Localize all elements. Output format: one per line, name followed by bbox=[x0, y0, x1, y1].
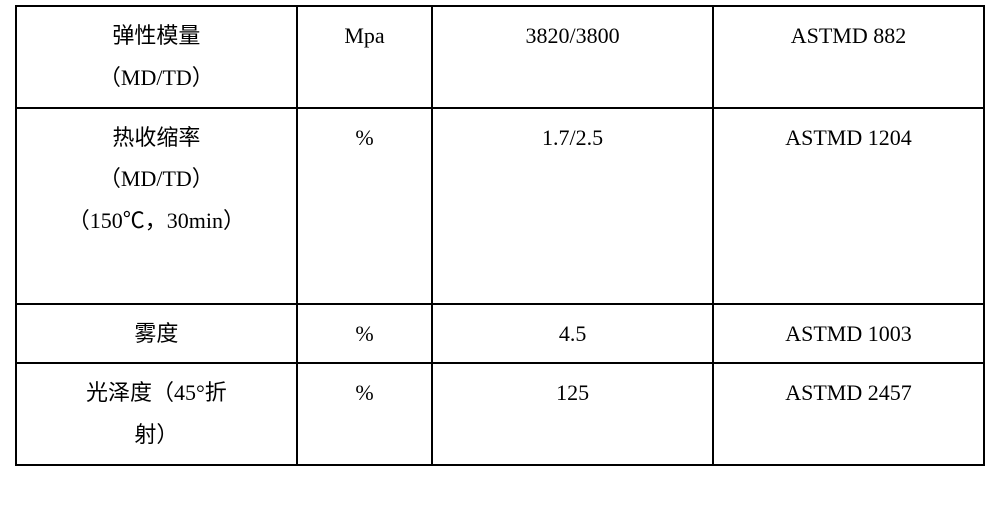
specification-table: 弹性模量 （MD/TD） Mpa 3820/3800 ASTMD 882 热收缩… bbox=[15, 5, 985, 466]
property-line: 热收缩率 bbox=[27, 117, 286, 159]
table-row: 热收缩率 （MD/TD） （150℃，30min） % 1.7/2.5 ASTM… bbox=[16, 108, 984, 304]
cell-standard: ASTMD 882 bbox=[713, 6, 984, 108]
property-line: （MD/TD） bbox=[27, 57, 286, 99]
cell-value: 1.7/2.5 bbox=[432, 108, 713, 304]
cell-unit: % bbox=[297, 363, 433, 465]
cell-value: 125 bbox=[432, 363, 713, 465]
property-line: （MD/TD） bbox=[27, 158, 286, 200]
cell-property: 热收缩率 （MD/TD） （150℃，30min） bbox=[16, 108, 297, 304]
cell-unit: % bbox=[297, 108, 433, 304]
property-line: 射） bbox=[27, 414, 286, 456]
cell-standard: ASTMD 1204 bbox=[713, 108, 984, 304]
cell-property: 雾度 bbox=[16, 304, 297, 364]
property-line: 弹性模量 bbox=[27, 15, 286, 57]
table-row: 光泽度（45°折 射） % 125 ASTMD 2457 bbox=[16, 363, 984, 465]
cell-property: 光泽度（45°折 射） bbox=[16, 363, 297, 465]
cell-value: 4.5 bbox=[432, 304, 713, 364]
cell-unit: % bbox=[297, 304, 433, 364]
cell-property: 弹性模量 （MD/TD） bbox=[16, 6, 297, 108]
table-row: 弹性模量 （MD/TD） Mpa 3820/3800 ASTMD 882 bbox=[16, 6, 984, 108]
cell-unit: Mpa bbox=[297, 6, 433, 108]
cell-standard: ASTMD 2457 bbox=[713, 363, 984, 465]
property-line: 光泽度（45°折 bbox=[27, 372, 286, 414]
property-line: 雾度 bbox=[27, 313, 286, 355]
cell-standard: ASTMD 1003 bbox=[713, 304, 984, 364]
cell-value: 3820/3800 bbox=[432, 6, 713, 108]
table-row: 雾度 % 4.5 ASTMD 1003 bbox=[16, 304, 984, 364]
property-line: （150℃，30min） bbox=[27, 200, 286, 242]
